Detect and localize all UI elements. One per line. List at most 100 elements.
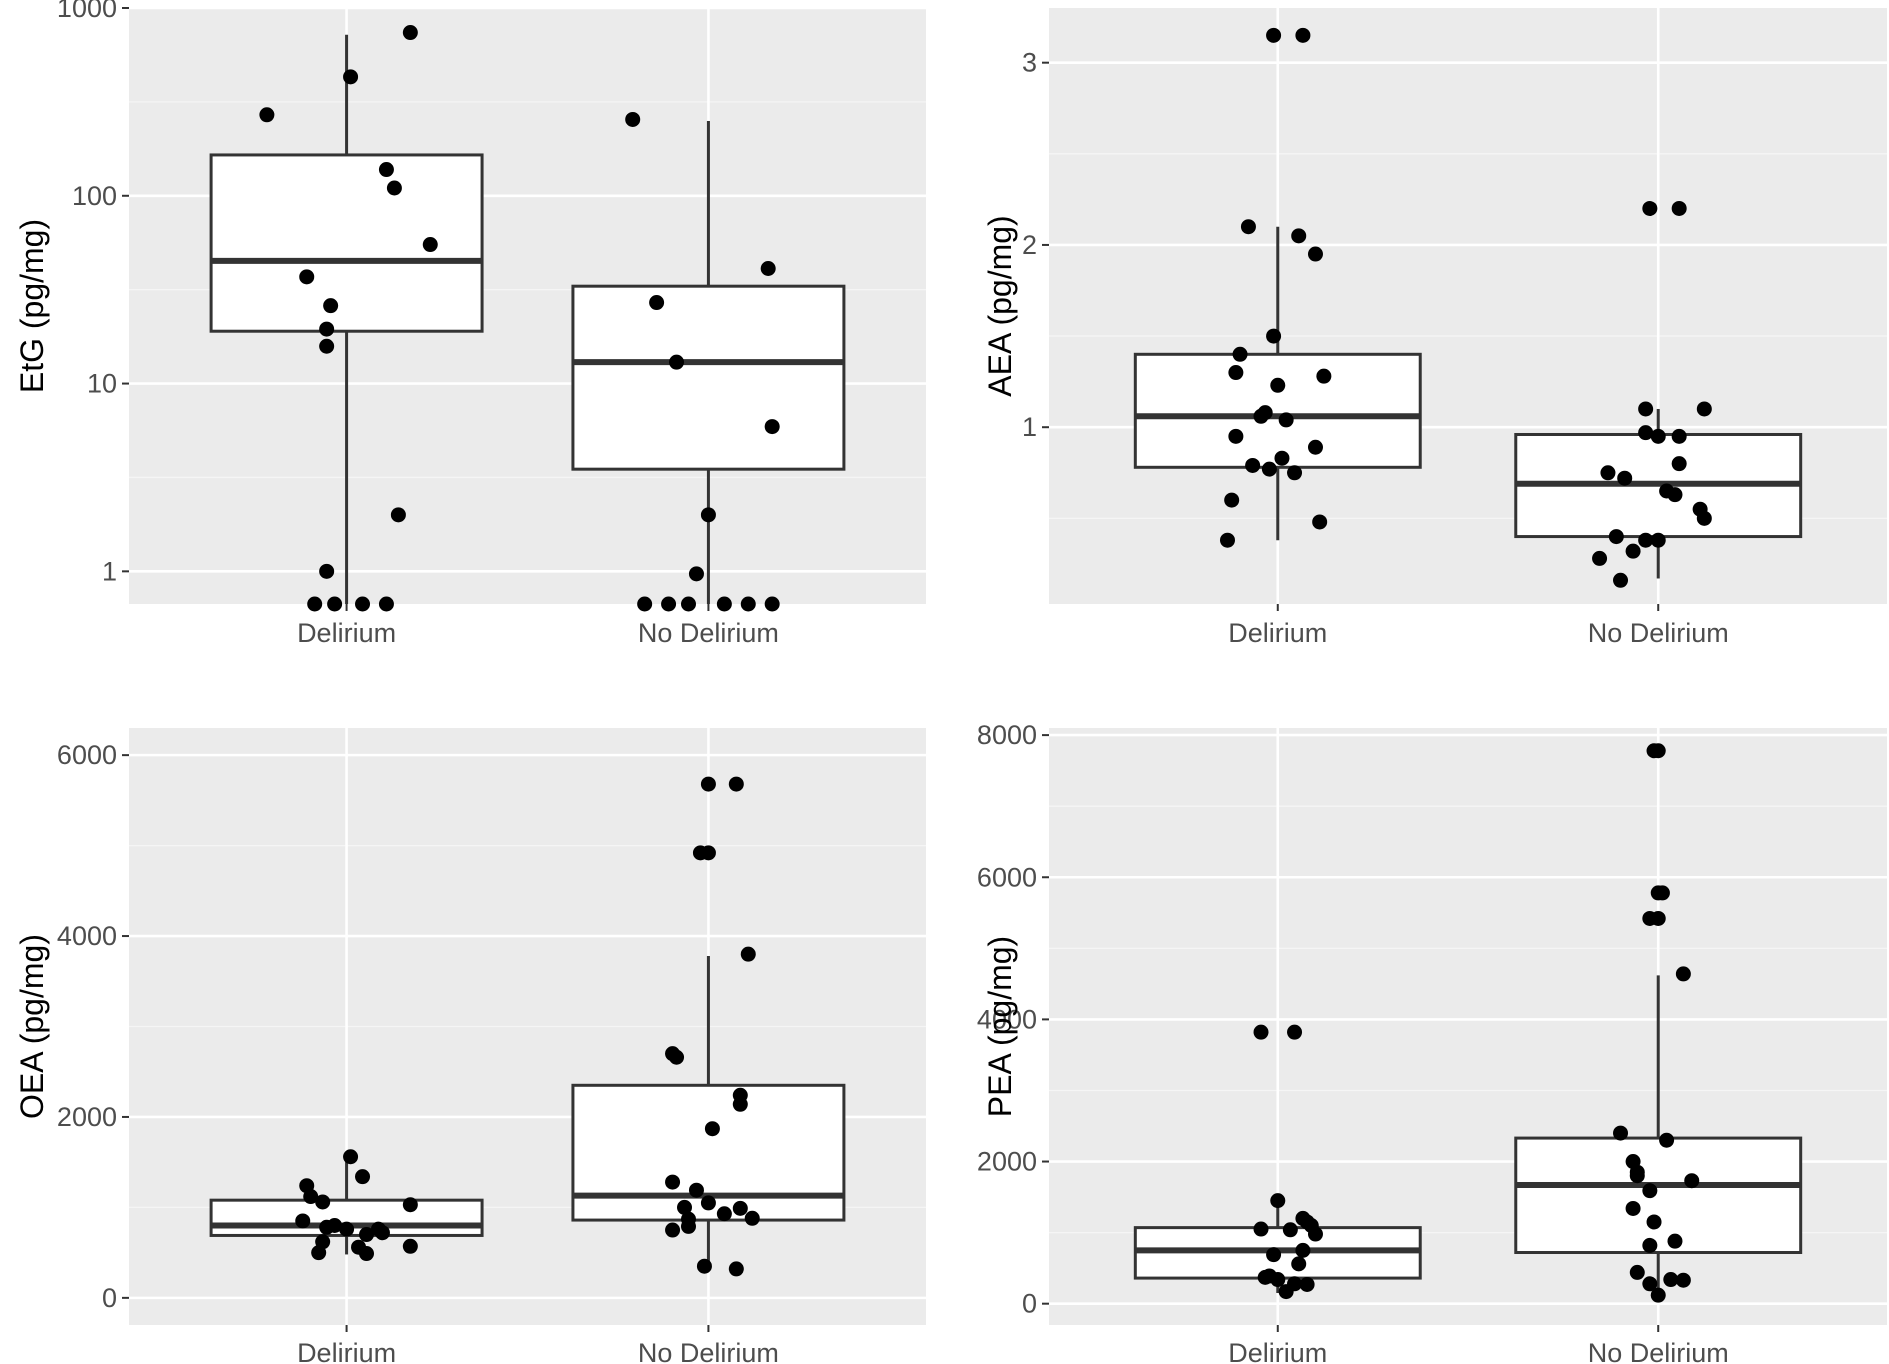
data-point (1638, 532, 1654, 548)
data-point (303, 1189, 319, 1205)
data-point (764, 596, 780, 612)
data-point (1642, 1183, 1658, 1199)
x-tick-label: No Delirium (1588, 1338, 1729, 1364)
y-tick-label: 2 (1022, 230, 1037, 260)
data-point (1696, 510, 1712, 526)
data-point (1270, 1193, 1286, 1209)
data-point (1592, 550, 1608, 566)
data-point (1642, 200, 1658, 216)
data-point (374, 1225, 390, 1241)
etg-panel: 1 10 100 1000 Delirium No Delirium EtG (pg/mg) (14, 0, 926, 648)
box-iqr (571, 284, 846, 471)
data-point (1253, 408, 1269, 424)
data-point (1625, 1200, 1641, 1216)
y-tick-label: 100 (72, 181, 117, 211)
data-point (359, 1227, 375, 1243)
data-point (323, 298, 339, 314)
data-point (402, 1197, 418, 1213)
data-point (1307, 1226, 1323, 1242)
data-point (1650, 910, 1666, 926)
data-point (661, 596, 677, 612)
data-point (1667, 1233, 1683, 1249)
y-tick-label: 2000 (977, 1147, 1037, 1177)
x-tick-label: No Delirium (638, 1338, 779, 1364)
data-point (1675, 1272, 1691, 1288)
data-point (1291, 228, 1307, 244)
data-point (744, 1210, 760, 1226)
data-point (1663, 1272, 1679, 1288)
data-point (728, 776, 744, 792)
data-point (1270, 377, 1286, 393)
data-point (1287, 1024, 1303, 1040)
x-tick-label: No Delirium (638, 618, 779, 648)
data-point (1219, 532, 1235, 548)
data-point (1270, 1272, 1286, 1288)
x-tick-label: Delirium (1228, 618, 1327, 648)
data-point (669, 354, 685, 370)
data-point (1650, 532, 1666, 548)
data-point (390, 507, 406, 523)
data-point (760, 260, 776, 276)
data-point (319, 321, 335, 337)
data-point (1675, 966, 1691, 982)
data-point (677, 1199, 693, 1215)
data-point (1608, 529, 1624, 545)
data-point (1312, 514, 1328, 530)
data-point (1617, 470, 1633, 486)
data-point (1224, 492, 1240, 508)
data-point (1278, 1284, 1294, 1300)
data-point (1650, 743, 1666, 759)
data-point (700, 845, 716, 861)
data-point (1299, 1276, 1315, 1292)
data-point (716, 1206, 732, 1222)
data-point (402, 1238, 418, 1254)
box-iqr (209, 153, 484, 333)
data-point (1613, 1125, 1629, 1141)
data-point (732, 1096, 748, 1112)
data-point (665, 1174, 681, 1190)
data-point (1282, 1222, 1298, 1238)
data-point (700, 507, 716, 523)
data-point (1654, 885, 1670, 901)
data-point (1253, 1024, 1269, 1040)
data-point (327, 596, 343, 612)
data-point (1253, 1221, 1269, 1237)
data-point (1613, 572, 1629, 588)
data-point (1228, 365, 1244, 381)
y-tick-label: 6000 (977, 862, 1037, 892)
aea-panel: 1 2 3 Delirium No Delirium AEA (pg/mg) (982, 8, 1887, 648)
data-point (402, 25, 418, 41)
data-point (1261, 461, 1277, 477)
x-tick-label: Delirium (1228, 1338, 1327, 1364)
data-point (637, 596, 653, 612)
data-point (764, 419, 780, 435)
y-tick-label: 3 (1022, 48, 1037, 78)
data-point (311, 1245, 327, 1261)
data-point (1642, 1237, 1658, 1253)
data-point (307, 596, 323, 612)
data-point (1245, 457, 1261, 473)
data-point (1232, 346, 1248, 362)
data-point (669, 1049, 685, 1065)
data-point (319, 338, 335, 354)
y-axis-title: AEA (pg/mg) (982, 215, 1018, 396)
data-point (1291, 1256, 1307, 1272)
data-point (1696, 401, 1712, 417)
data-point (1240, 219, 1256, 235)
data-point (688, 1182, 704, 1198)
data-point (1295, 1242, 1311, 1258)
data-point (1671, 428, 1687, 444)
data-point (359, 1246, 375, 1262)
data-point (386, 180, 402, 196)
data-point (259, 107, 275, 123)
x-tick-label: No Delirium (1588, 618, 1729, 648)
data-point (422, 237, 438, 253)
data-point (1600, 465, 1616, 481)
data-point (1671, 456, 1687, 472)
data-point (680, 596, 696, 612)
y-tick-label: 0 (102, 1283, 117, 1313)
y-axis-title: EtG (pg/mg) (14, 219, 50, 393)
y-tick-label: 6000 (57, 740, 117, 770)
data-point (665, 1222, 681, 1238)
